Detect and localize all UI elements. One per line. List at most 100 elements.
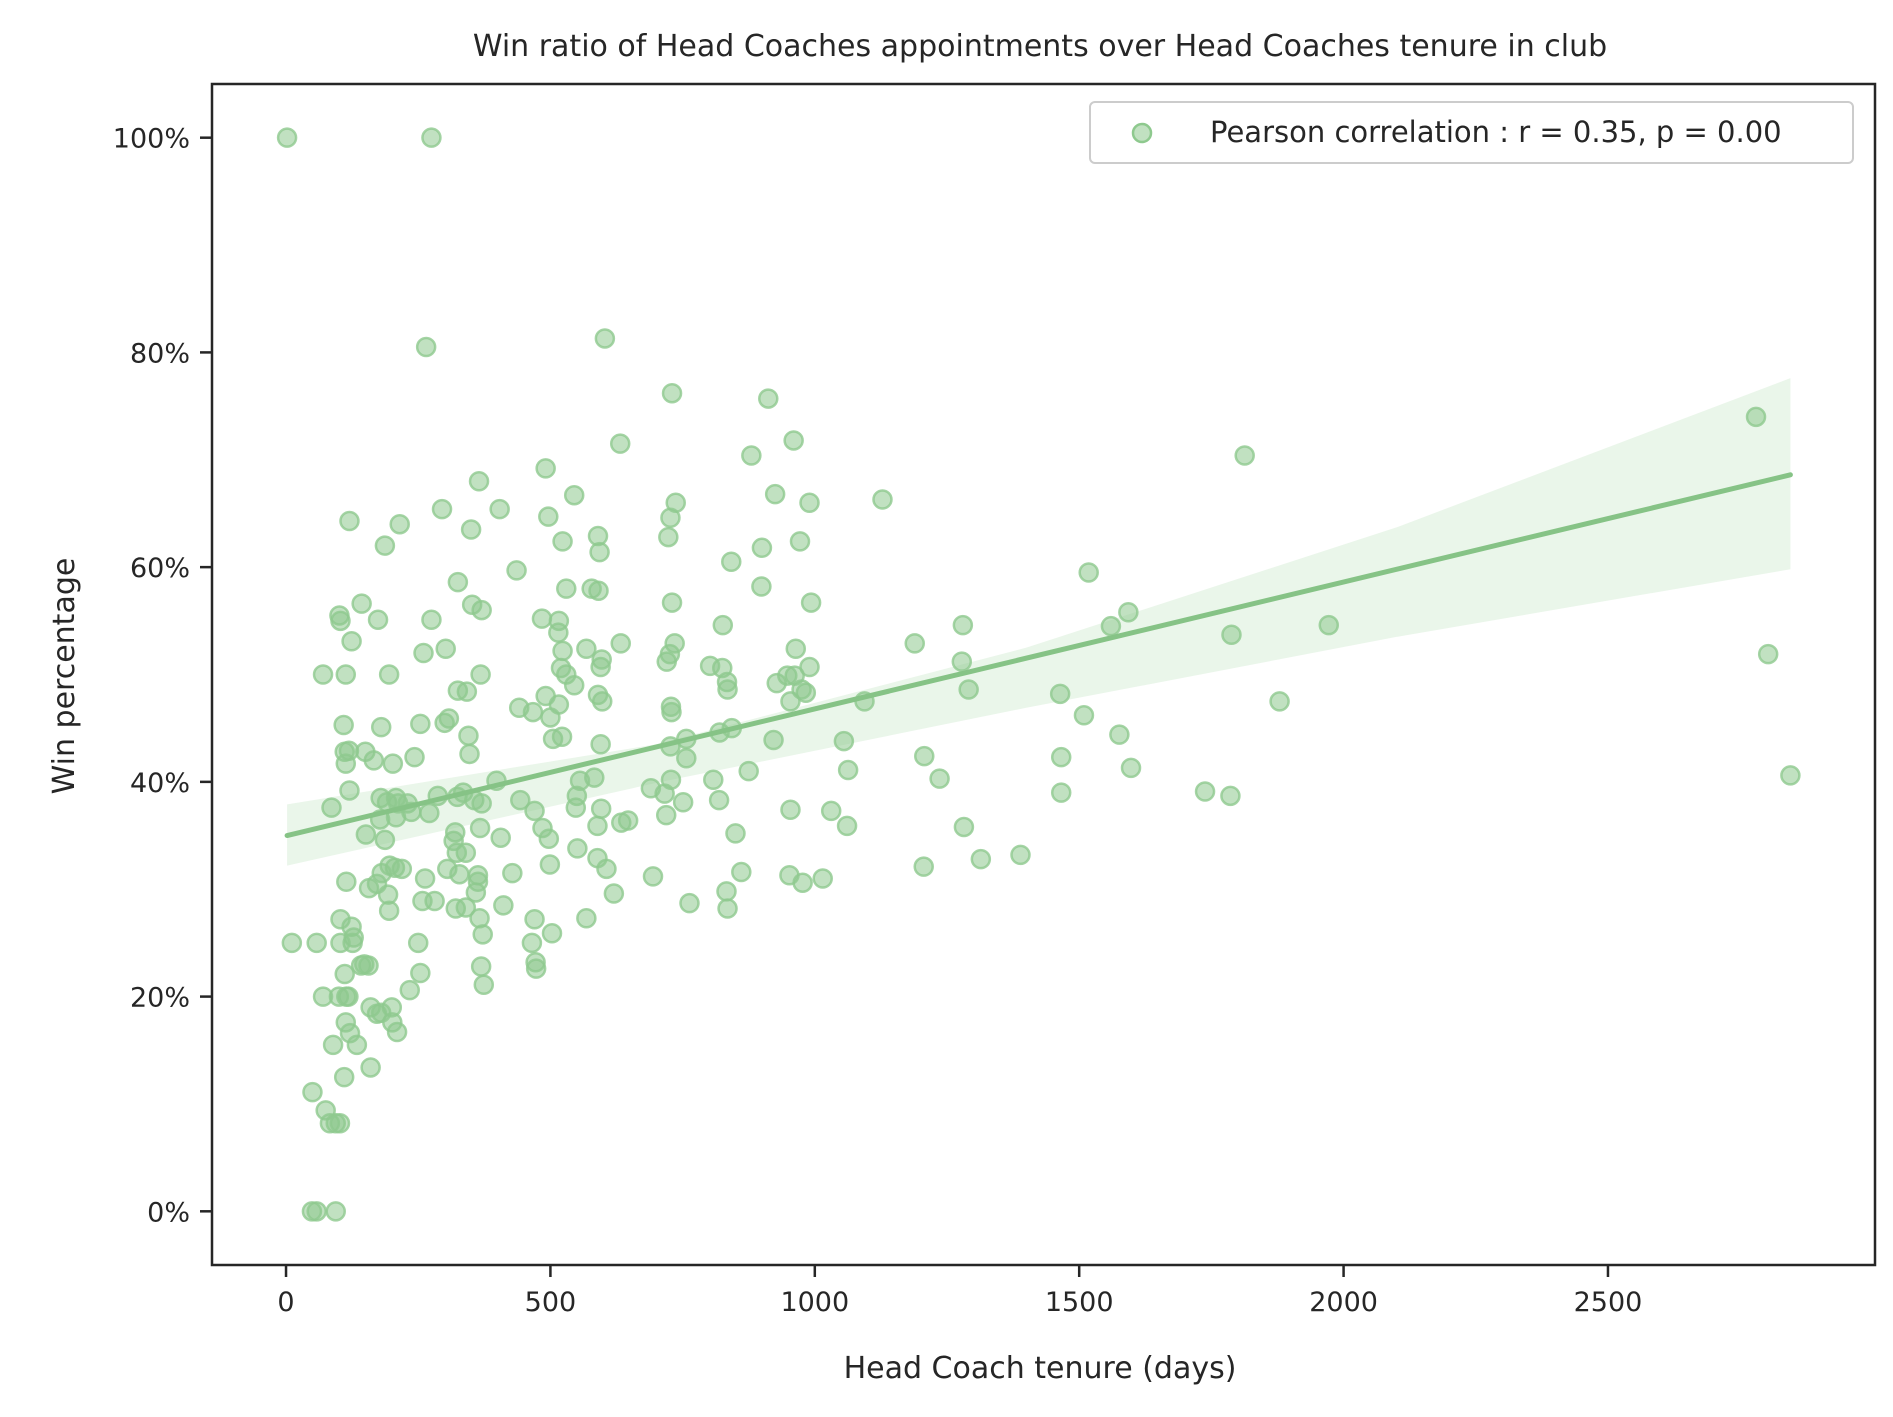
data-point: [731, 861, 752, 883]
data-point: [591, 649, 612, 670]
data-point: [679, 892, 700, 914]
data-point: [346, 1034, 368, 1056]
data-point: [1050, 782, 1072, 803]
x-tick-label: 2000: [1309, 1287, 1378, 1318]
data-point: [799, 492, 820, 513]
data-point: [1049, 683, 1071, 705]
data-point: [370, 716, 392, 738]
data-point: [712, 614, 734, 636]
data-point: [721, 551, 742, 573]
data-point: [522, 701, 544, 723]
data-points-layer: [276, 127, 1801, 1222]
data-point: [374, 535, 396, 556]
data-point: [1120, 757, 1142, 779]
data-point: [389, 513, 410, 535]
y-tick-label: 0%: [147, 1197, 190, 1228]
data-point: [471, 793, 492, 814]
data-point: [489, 498, 510, 520]
data-point: [431, 498, 453, 520]
data-point: [661, 382, 683, 404]
data-point: [399, 979, 421, 1001]
data-point: [661, 592, 683, 613]
regression-line-layer: [284, 472, 1793, 839]
data-point: [472, 924, 493, 945]
data-point: [363, 750, 385, 771]
data-point: [458, 725, 479, 746]
data-point: [493, 895, 514, 916]
legend-marker: [1131, 122, 1153, 144]
data-point: [556, 578, 577, 599]
confidence-band: [287, 378, 1791, 866]
data-point: [306, 1201, 327, 1222]
data-point: [1109, 724, 1130, 745]
legend-box: [1089, 101, 1854, 164]
data-point: [836, 815, 858, 837]
data-point: [780, 691, 801, 712]
data-point: [610, 633, 631, 654]
data-point: [1318, 614, 1340, 636]
data-point: [524, 909, 545, 930]
data-point: [1234, 445, 1255, 466]
data-point: [1100, 615, 1122, 637]
data-point: [958, 679, 979, 700]
data-point: [548, 622, 569, 643]
x-tick-label: 2500: [1574, 1287, 1643, 1318]
data-point: [764, 483, 786, 505]
data-point: [421, 609, 442, 630]
data-point: [490, 827, 511, 848]
y-axis-label: Win percentage: [47, 558, 82, 795]
data-point: [414, 868, 436, 889]
data-point: [658, 526, 679, 548]
data-point: [551, 726, 573, 748]
data-point: [552, 531, 573, 552]
data-point: [415, 336, 437, 358]
x-tick-label: 1500: [1045, 1287, 1114, 1318]
data-point: [386, 1021, 408, 1043]
data-point: [502, 862, 523, 884]
regression-line: [284, 472, 1793, 839]
data-point: [609, 433, 631, 454]
data-point: [914, 745, 935, 767]
data-point: [820, 800, 842, 822]
data-point: [468, 470, 490, 492]
data-point: [473, 974, 495, 996]
data-point: [456, 681, 478, 702]
data-point: [521, 932, 543, 954]
data-point: [1757, 643, 1779, 665]
data-point: [763, 729, 784, 751]
data-point: [751, 537, 773, 559]
data-point: [374, 829, 396, 851]
data-point: [421, 127, 442, 148]
x-axis-label: Head Coach tenure (days): [844, 1351, 1237, 1386]
data-point: [1780, 765, 1801, 786]
y-tick-label: 80%: [130, 338, 190, 369]
data-point: [603, 883, 625, 904]
data-point: [576, 638, 597, 659]
data-point: [535, 458, 556, 479]
data-point: [339, 780, 360, 801]
data-point: [708, 789, 730, 811]
data-point: [589, 541, 610, 563]
data-point: [447, 571, 469, 593]
data-point: [812, 868, 833, 889]
data-point: [576, 907, 597, 929]
data-point: [407, 932, 429, 954]
data-point: [1269, 691, 1290, 712]
data-point: [1221, 624, 1242, 646]
data-point: [567, 838, 588, 859]
data-point: [410, 713, 431, 735]
data-point: [330, 932, 351, 954]
data-point: [378, 664, 400, 685]
data-point: [302, 1081, 323, 1103]
data-point: [329, 1113, 351, 1134]
data-point: [1194, 781, 1216, 802]
data-point: [581, 578, 602, 599]
data-point: [587, 847, 608, 869]
data-point: [424, 890, 445, 912]
data-point: [460, 519, 482, 540]
data-point: [510, 789, 531, 811]
data-point: [590, 798, 612, 819]
y-axis-ticks: 0% 20% 40% 60% 80% 100%: [113, 124, 212, 1228]
